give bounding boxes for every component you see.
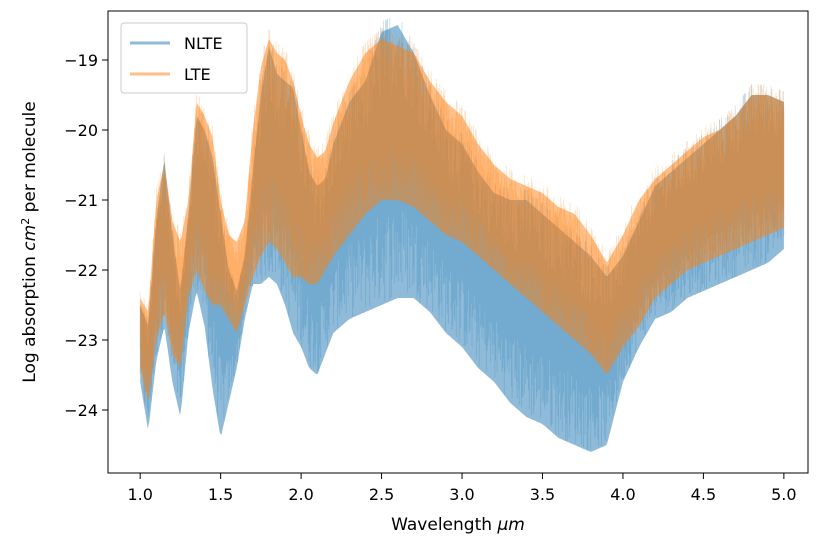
x-tick-label: 1.5	[208, 485, 233, 504]
x-tick-label: 4.5	[691, 485, 716, 504]
x-tick-label: 2.0	[288, 485, 313, 504]
legend-label-nlte: NLTE	[184, 34, 223, 53]
y-axis: −24 −23 −22 −21 −20 −19	[64, 51, 108, 420]
y-axis-label-suffix: per molecule	[20, 101, 40, 212]
x-axis-label-text: Wavelength	[391, 515, 492, 535]
legend: NLTE LTE	[120, 22, 248, 94]
y-tick-label: −21	[64, 191, 98, 210]
y-tick-label: −19	[64, 51, 98, 70]
x-axis: 1.0 1.5 2.0 2.5 3.0 3.5 4.0 4.5 5.0	[127, 473, 797, 504]
series-lte	[139, 28, 785, 402]
x-axis-label: Wavelength μm	[391, 515, 525, 535]
y-tick-label: −22	[64, 261, 98, 280]
x-tick-label: 3.0	[449, 485, 474, 504]
y-tick-label: −23	[64, 331, 98, 350]
x-tick-label: 3.5	[530, 485, 555, 504]
y-tick-label: −20	[64, 121, 98, 140]
y-axis-label-text: Log absorption	[20, 256, 40, 383]
y-axis-label-exponent: 2	[19, 218, 32, 225]
legend-label-lte: LTE	[184, 65, 211, 84]
x-tick-label: 5.0	[771, 485, 796, 504]
x-axis-label-unit: μm	[496, 515, 524, 535]
series-layer	[139, 17, 785, 452]
y-axis-label: Log absorption cm2 per molecule	[19, 101, 41, 382]
x-tick-label: 2.5	[369, 485, 394, 504]
y-axis-label-unit: cm	[20, 225, 40, 251]
plot-frame	[107, 10, 809, 474]
x-tick-label: 4.0	[610, 485, 635, 504]
series-lte-lines	[139, 28, 785, 398]
x-tick-label: 1.0	[127, 485, 152, 504]
series-lte-envelope	[140, 39, 784, 402]
y-tick-label: −24	[64, 401, 98, 420]
